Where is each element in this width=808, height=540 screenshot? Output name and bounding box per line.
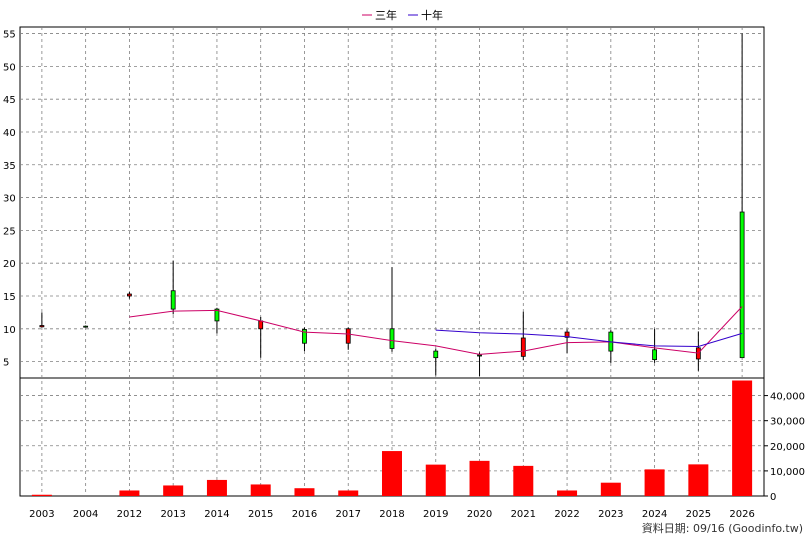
volume-bar [338,490,359,496]
candle-body [127,293,132,297]
candle-body [345,328,351,344]
footer-date-source: 資料日期: 09/16 (Goodinfo.tw) [642,521,803,535]
volume-tick-label: 0 [770,492,776,503]
volume-axis: 0 10,000 20,000 30,000 40,000 [764,392,805,503]
volume-bars [31,380,753,496]
volume-bar [250,484,271,496]
x-tick-label: 2014 [204,509,229,520]
price-tick-label: 25 [3,226,16,237]
candle-body [302,329,307,344]
candle-body [477,354,482,357]
price-tick-label: 10 [3,325,16,336]
price-tick-label: 40 [3,128,16,139]
candle-body [170,290,176,310]
volume-bar [600,482,621,496]
candle-body [83,325,89,328]
candle-body [739,211,745,359]
price-tick-label: 45 [3,95,16,106]
x-tick-label: 2020 [467,509,492,520]
volume-tick-label: 10,000 [770,467,805,478]
x-tick-label: 2024 [642,509,667,520]
x-tick-label: 2022 [554,509,579,520]
volume-bar [513,465,534,496]
x-tick-label: 2004 [73,509,98,520]
candle-body [258,320,264,330]
candle-body [652,349,657,361]
candlesticks [39,33,745,377]
price-tick-label: 35 [3,161,16,172]
x-tick-label: 2017 [336,509,361,520]
volume-bar [119,490,140,496]
volume-tick-label: 30,000 [770,417,805,428]
grid-lines [20,27,764,496]
volume-bar [382,451,402,496]
candle-body [214,308,220,322]
x-tick-label: 2016 [292,509,317,520]
series-line [435,329,743,348]
price-tick-label: 55 [3,30,16,41]
x-tick-label: 2015 [248,509,273,520]
volume-tick-label: 40,000 [770,392,805,403]
price-tick-label: 5 [3,358,9,369]
price-tick-label: 15 [3,292,16,303]
volume-bar [31,494,52,496]
series-line [129,306,743,355]
moving-average-lines [129,306,743,355]
volume-bar [425,464,446,496]
price-axis: 5 10 15 20 25 30 35 40 45 50 55 [3,30,16,369]
volume-bar [732,380,753,496]
x-tick-label: 2025 [686,509,711,520]
volume-bar [469,460,490,496]
x-tick-label: 2026 [729,509,754,520]
x-tick-label: 2012 [117,509,142,520]
volume-bar [688,464,709,496]
x-tick-label: 2023 [598,509,623,520]
candle-body [520,337,526,357]
candle-body [389,328,395,349]
legend-label-ten-year: 十年 [421,8,443,22]
volume-bar [163,485,184,496]
price-tick-label: 50 [3,62,16,73]
price-tick-label: 30 [3,194,16,205]
volume-bar [557,490,578,496]
x-tick-label: 2019 [423,509,448,520]
legend-label-three-year: 三年 [375,8,397,22]
x-tick-label: 2003 [29,509,54,520]
x-axis: 2003 2004 2012 2013 2014 2015 2016 2017 2018 2019… [29,509,755,520]
x-tick-label: 2018 [379,509,404,520]
x-tick-label: 2013 [160,509,185,520]
volume-tick-label: 20,000 [770,442,805,453]
volume-bar [206,479,227,496]
x-tick-label: 2021 [511,509,536,520]
price-tick-label: 20 [3,259,16,270]
candle-body [433,350,439,359]
candle-body [39,325,45,328]
candle-body [564,331,570,338]
volume-bar [644,469,665,496]
volume-bar [294,488,315,496]
legend: 三年 十年 [362,8,443,22]
